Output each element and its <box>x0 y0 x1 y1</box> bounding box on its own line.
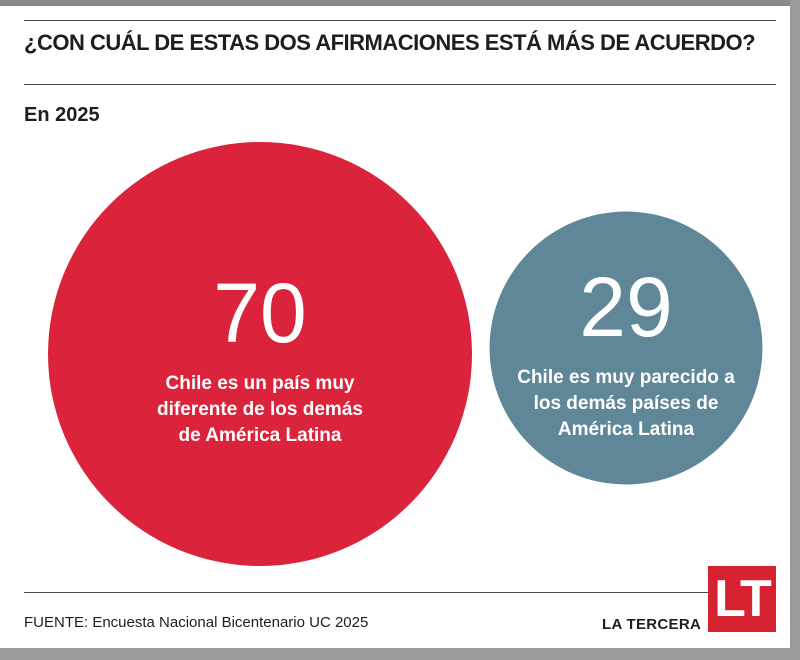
source-note: FUENTE: Encuesta Nacional Bicentenario U… <box>24 614 369 631</box>
brand-logo: LT <box>708 566 776 632</box>
bubble-label-line: de América Latina <box>179 425 342 446</box>
bubble-label-line: Chile es muy parecido a <box>517 367 735 388</box>
bubble-label-line: Chile es un país muy <box>166 373 355 394</box>
bubble-value: 70 <box>213 266 306 360</box>
top-rule <box>24 20 776 21</box>
bubble-label-line: diferente de los demás <box>157 399 363 420</box>
brand-name: LA TERCERA <box>602 616 702 633</box>
title-rule <box>24 84 776 85</box>
bubble-label-line: los demás países de <box>534 393 719 414</box>
bubble-value: 29 <box>579 260 672 354</box>
bubble-1: 29 Chile es muy parecido a los demás paíse… <box>489 211 763 485</box>
page-title: ¿CON CUÁL DE ESTAS DOS AFIRMACIONES ESTÁ… <box>24 30 756 55</box>
infographic-card: ¿CON CUÁL DE ESTAS DOS AFIRMACIONES ESTÁ… <box>0 0 790 648</box>
bubble-circle <box>489 211 763 485</box>
bubble-chart: 70 Chile es un país muy diferente de los d… <box>48 142 763 566</box>
footer-rule <box>24 592 776 593</box>
bubble-0: 70 Chile es un país muy diferente de los d… <box>48 142 472 566</box>
chart-subtitle: En 2025 <box>24 104 100 126</box>
bubble-circle <box>48 142 472 566</box>
bubble-label-line: América Latina <box>558 419 695 440</box>
